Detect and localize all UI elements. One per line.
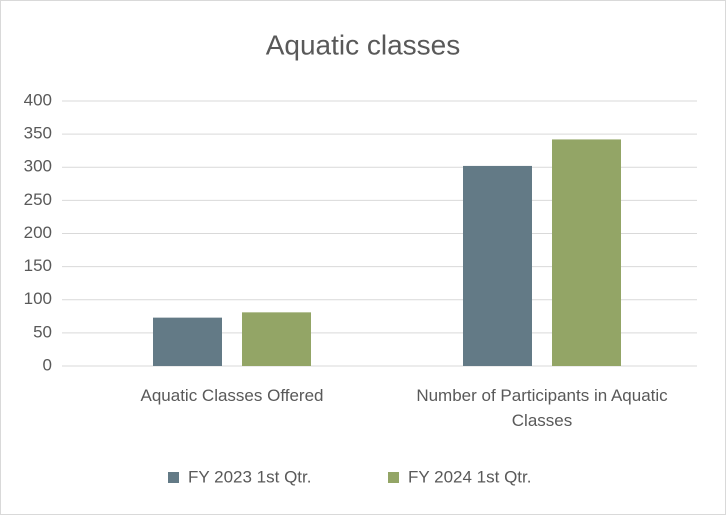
x-tick-label: Number of Participants in Aquatic Classe… — [416, 386, 668, 430]
bar — [153, 317, 222, 366]
bar — [463, 165, 532, 366]
y-tick-label: 100 — [24, 289, 52, 308]
y-tick-label: 400 — [24, 90, 52, 109]
y-tick-label: 50 — [33, 322, 52, 341]
y-tick-label: 0 — [43, 355, 52, 374]
legend-swatch — [388, 472, 399, 483]
x-tick-label: Aquatic Classes Offered — [140, 386, 324, 405]
y-tick-label: 250 — [24, 190, 52, 209]
y-tick-label: 300 — [24, 157, 52, 176]
chart-title: Aquatic classes — [266, 29, 461, 60]
y-tick-label: 150 — [24, 256, 52, 275]
bar — [242, 312, 311, 366]
legend-label: FY 2024 1st Qtr. — [408, 467, 531, 486]
bar — [552, 139, 621, 366]
y-tick-label: 350 — [24, 124, 52, 143]
y-tick-label: 200 — [24, 223, 52, 242]
legend-label: FY 2023 1st Qtr. — [188, 467, 311, 486]
legend-swatch — [168, 472, 179, 483]
